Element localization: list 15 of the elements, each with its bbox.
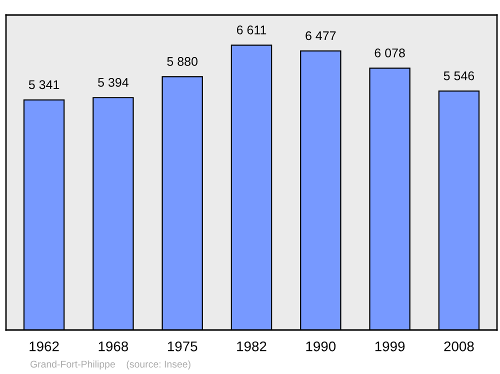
x-tick-label: 1982 bbox=[237, 341, 266, 352]
data-label: 5 341 bbox=[28, 80, 60, 90]
x-tick-label: 1975 bbox=[168, 341, 198, 352]
x-tick-label: 2008 bbox=[444, 341, 474, 352]
x-tick-label: 1968 bbox=[98, 341, 128, 352]
x-tick-label: 1999 bbox=[375, 341, 405, 352]
data-label: 5 546 bbox=[444, 71, 474, 80]
text: Grand-Fort-Philippe (source: Insee) bbox=[30, 360, 190, 370]
data-label: 5 880 bbox=[167, 57, 198, 66]
data-label: 6 611 bbox=[236, 26, 266, 34]
x-tick-label: 1962 bbox=[30, 341, 59, 352]
x-tick-label: 1990 bbox=[306, 341, 336, 352]
data-label: 6 078 bbox=[374, 48, 405, 58]
data-label: 6 477 bbox=[306, 31, 336, 40]
data-label: 5 394 bbox=[98, 78, 128, 87]
